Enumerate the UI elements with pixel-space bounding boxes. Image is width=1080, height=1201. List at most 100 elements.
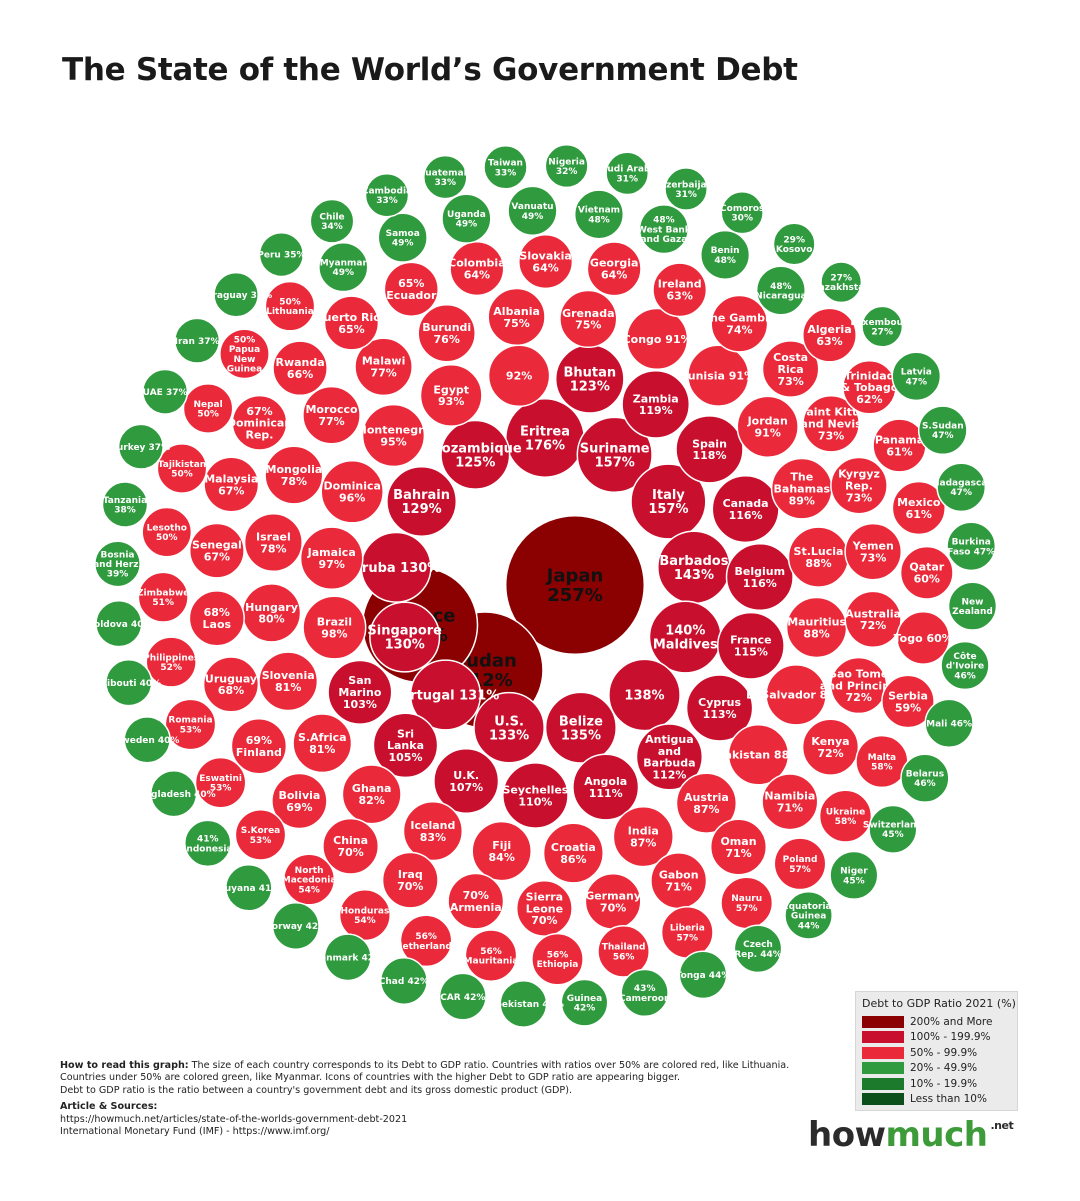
country-mark: Malawi 77% <box>354 337 413 397</box>
country-label: Montenegro 95% <box>356 423 432 448</box>
country-label: El Salvador 88% <box>746 689 846 702</box>
legend-label: 10% - 19.9% <box>910 1077 978 1090</box>
country-label: Mozambique 125% <box>429 441 522 470</box>
country-shape <box>487 287 546 347</box>
country-mark: Niger 45% <box>829 850 879 900</box>
country-label: Bosnia and Herz. 39% <box>93 550 142 579</box>
source-link-article[interactable]: https://howmuch.net/articles/state-of-th… <box>60 1113 408 1125</box>
country-shape <box>700 229 751 280</box>
country-mark: Liberia 57% <box>660 905 714 959</box>
country-shape <box>940 640 990 691</box>
country-label: Sweden 40% <box>115 736 180 746</box>
legend-swatch <box>862 1031 904 1044</box>
country-mark: 70% Armenia <box>447 872 505 930</box>
country-shape <box>861 305 904 348</box>
logo-much: much <box>885 1115 988 1155</box>
country-mark: Vanuatu 49% <box>507 185 558 236</box>
country-label: Bhutan 123% <box>563 366 616 395</box>
how-to-read-line-2: Countries under 50% are colored green, l… <box>60 1072 681 1084</box>
country-label: 56% Mauritania <box>464 947 519 967</box>
country-label: 92% <box>506 370 532 383</box>
country-shape <box>761 340 820 398</box>
country-label: 29% Kosovo <box>776 235 813 255</box>
country-mark: 68% Laos <box>188 590 245 647</box>
country-label: Jamaica 97% <box>307 546 356 571</box>
country-label: Vanuatu 49% <box>511 202 553 222</box>
country-shape <box>272 340 328 397</box>
country-shape <box>608 658 681 732</box>
country-label: St.Lucia 88% <box>794 545 844 570</box>
country-mark: 41% Indonesia <box>183 819 233 868</box>
country-label: UAE 37% <box>143 388 188 398</box>
country-shape <box>720 191 764 235</box>
country-label: Poland 57% <box>783 855 818 875</box>
country-mark: Uruguay 68% <box>202 656 260 713</box>
country-shape <box>145 636 197 688</box>
country-mark: Slovenia 81% <box>258 651 319 712</box>
country-shape <box>309 198 355 244</box>
country-mark: Israel 78% <box>243 512 303 573</box>
country-mark: Thailand 56% <box>597 925 650 978</box>
country-label: Guyana 41% <box>217 884 280 894</box>
source-link-imf[interactable]: International Monetary Fund (IMF) - http… <box>60 1126 330 1138</box>
country-label: Tonga 44% <box>676 971 731 981</box>
country-shape <box>364 172 410 218</box>
legend-item: 20% - 49.9% <box>862 1061 1011 1077</box>
country-label: Denmark 42% <box>313 953 384 963</box>
country-mark: Burkina Faso 47% <box>946 521 997 572</box>
country-mark: Bangladesh 40% <box>132 770 216 818</box>
country-label: Iceland 83% <box>410 819 455 844</box>
country-shape <box>105 659 153 707</box>
country-label: Peru 35% <box>257 251 305 261</box>
country-label: Côte d'Ivoire 46% <box>946 651 984 681</box>
country-shape <box>323 933 372 982</box>
country-label: 50% Lithuania <box>266 298 314 318</box>
country-label: Azerbaijan 31% <box>659 180 713 200</box>
country-mark: Sweden 40% <box>115 716 180 764</box>
country-mark: U.S. 133% <box>473 691 545 764</box>
country-label: Mauritius 88% <box>787 615 846 640</box>
country-shape <box>320 460 384 524</box>
country-label: Lesotho 50% <box>147 523 187 543</box>
howmuch-logo: howmuch .net <box>808 1115 1014 1155</box>
country-mark: Kenya 72% <box>801 718 860 776</box>
country-label: Chad 42% <box>379 977 429 987</box>
country-label: S.Korea 53% <box>241 826 281 846</box>
country-mark: Oman 71% <box>709 818 768 876</box>
country-mark: Rwanda 66% <box>272 340 328 397</box>
country-shape <box>225 864 273 912</box>
country-label: Uruguay 68% <box>205 672 257 697</box>
country-label: China 70% <box>333 834 368 859</box>
country-mark: Romania 53% <box>164 698 217 751</box>
country-mark: Hungary 80% <box>241 583 302 643</box>
legend-swatch <box>862 1077 904 1090</box>
country-shape <box>409 659 482 731</box>
country-shape <box>377 212 428 263</box>
country-label: Iraq 70% <box>397 868 423 893</box>
country-label: Portugal 131% <box>392 689 500 704</box>
country-label: Gabon 71% <box>659 869 699 894</box>
country-shape <box>576 416 653 493</box>
country-shape <box>518 234 574 290</box>
country-mark: 138% <box>608 658 681 732</box>
country-shape <box>765 664 827 726</box>
country-label: Hungary 80% <box>245 601 298 626</box>
country-mark: Mauritius 88% <box>785 596 848 659</box>
country-shape <box>184 819 232 868</box>
country-label: Belize 135% <box>559 714 603 743</box>
country-mark: Tajikistan 50% <box>156 443 208 494</box>
country-shape <box>141 506 193 558</box>
country-label: Pakistan 88% <box>717 749 801 762</box>
country-label: Rwanda 66% <box>276 356 325 381</box>
country-mark: Saint Kitts and Nevis 73% <box>798 394 864 453</box>
country-label: Chile 34% <box>319 213 344 233</box>
country-mark: Tanzania 38% <box>101 481 149 528</box>
country-shape <box>369 601 441 673</box>
country-mark: Trinidad & Tobago 62% <box>841 360 899 415</box>
country-label: 70% Armenia <box>450 889 502 914</box>
country-label: Uganda 49% <box>447 210 486 230</box>
country-shape <box>433 747 500 815</box>
country-shape <box>924 698 974 748</box>
country-mark: Austria 87% <box>675 772 738 834</box>
country-shape <box>844 522 903 581</box>
